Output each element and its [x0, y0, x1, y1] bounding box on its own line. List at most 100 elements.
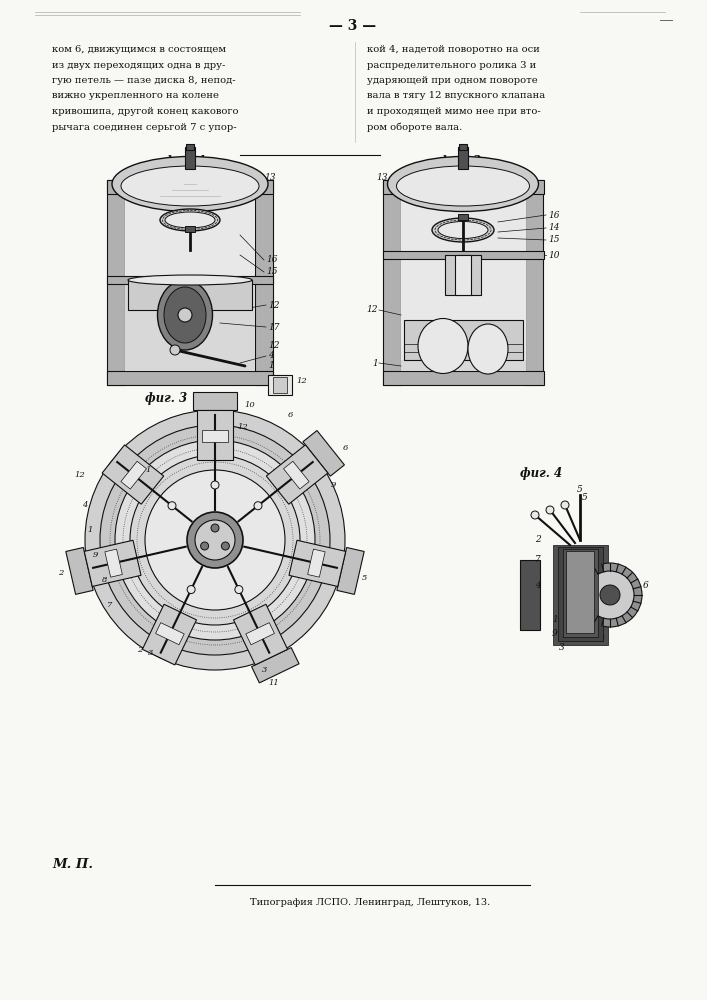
Text: 12: 12	[238, 423, 248, 431]
Text: 17: 17	[268, 322, 279, 332]
Polygon shape	[284, 461, 309, 489]
Bar	[553, 545, 608, 645]
Ellipse shape	[115, 440, 315, 640]
Bar	[383, 180, 544, 194]
Text: вижно укрепленного на колене: вижно укрепленного на колене	[52, 92, 219, 101]
Bar	[566, 551, 594, 633]
Circle shape	[187, 586, 195, 594]
Text: Типография ЛСПО. Ленинград, Лештуков, 13.: Типография ЛСПО. Ленинград, Лештуков, 13…	[250, 898, 490, 907]
Text: 8: 8	[599, 636, 605, 645]
Bar	[404, 320, 523, 360]
Polygon shape	[84, 540, 141, 586]
Text: фиг. 4: фиг. 4	[520, 467, 562, 480]
Polygon shape	[121, 461, 146, 489]
Bar	[125, 284, 255, 371]
Ellipse shape	[145, 470, 285, 610]
Bar	[255, 180, 273, 385]
Ellipse shape	[432, 218, 494, 242]
Bar	[401, 360, 526, 371]
Ellipse shape	[438, 222, 488, 238]
Text: 5: 5	[582, 492, 588, 502]
Circle shape	[187, 512, 243, 568]
Polygon shape	[246, 623, 274, 645]
Text: 12: 12	[366, 306, 378, 314]
Circle shape	[561, 501, 569, 509]
Text: 8: 8	[103, 576, 107, 584]
Bar	[128, 280, 252, 310]
Bar	[383, 371, 544, 385]
Text: рычага соединен серьгой 7 с упор-: рычага соединен серьгой 7 с упор-	[52, 122, 237, 131]
Text: вала в тягу 12 впускного клапана: вала в тягу 12 впускного клапана	[367, 92, 545, 101]
Bar	[107, 180, 125, 385]
Polygon shape	[102, 445, 164, 504]
Text: 11: 11	[269, 679, 279, 687]
Circle shape	[178, 308, 192, 322]
Text: ком 6, движущимся в состоящем: ком 6, движущимся в состоящем	[52, 45, 226, 54]
Text: 4: 4	[268, 352, 274, 360]
Text: 10: 10	[552, 615, 563, 624]
Text: 9: 9	[93, 551, 98, 559]
Text: фиг. 3: фиг. 3	[145, 392, 187, 405]
Ellipse shape	[121, 166, 259, 206]
Circle shape	[168, 502, 176, 510]
Polygon shape	[267, 445, 328, 504]
Bar	[458, 147, 468, 169]
Text: 9: 9	[552, 629, 558, 638]
Ellipse shape	[100, 425, 330, 655]
Polygon shape	[308, 549, 325, 577]
Text: 12: 12	[268, 300, 279, 310]
Bar	[520, 560, 540, 630]
Circle shape	[170, 345, 180, 355]
Polygon shape	[289, 540, 346, 586]
Text: 2: 2	[58, 569, 64, 577]
Text: 14: 14	[548, 224, 559, 232]
Text: 6: 6	[343, 444, 349, 452]
Text: 10: 10	[548, 250, 559, 259]
Text: 1: 1	[559, 602, 565, 611]
Bar	[563, 549, 598, 637]
Ellipse shape	[387, 156, 539, 212]
Text: фиг. 2: фиг. 2	[439, 155, 481, 168]
Text: 16: 16	[548, 211, 559, 220]
Text: 13: 13	[264, 172, 276, 182]
Polygon shape	[197, 410, 233, 460]
Text: и проходящей мимо нее при вто-: и проходящей мимо нее при вто-	[367, 107, 541, 116]
Polygon shape	[66, 547, 93, 594]
Ellipse shape	[165, 212, 215, 228]
Ellipse shape	[160, 209, 220, 231]
Polygon shape	[233, 604, 288, 665]
Circle shape	[578, 563, 642, 627]
Polygon shape	[202, 430, 228, 442]
Text: 6: 6	[643, 580, 649, 589]
Polygon shape	[252, 648, 299, 683]
Bar	[185, 147, 195, 169]
Text: 3: 3	[559, 643, 565, 652]
Text: распределительного ролика 3 и: распределительного ролика 3 и	[367, 60, 536, 70]
Text: кой 4, надетой поворотно на оси: кой 4, надетой поворотно на оси	[367, 45, 540, 54]
Polygon shape	[193, 392, 237, 410]
Circle shape	[201, 542, 209, 550]
Bar	[107, 371, 273, 385]
Bar	[273, 377, 287, 393]
Text: 13: 13	[377, 172, 388, 182]
Polygon shape	[156, 623, 185, 645]
Bar	[458, 214, 468, 220]
Bar	[459, 144, 467, 150]
Bar	[107, 276, 273, 284]
Bar	[438, 324, 488, 356]
Ellipse shape	[468, 324, 508, 374]
Bar	[445, 255, 481, 295]
Bar	[185, 226, 195, 232]
Ellipse shape	[112, 156, 268, 212]
Ellipse shape	[397, 166, 530, 206]
Text: М. П.: М. П.	[52, 858, 93, 871]
Bar	[186, 144, 194, 150]
Text: 10: 10	[245, 401, 255, 409]
Text: 2: 2	[137, 646, 143, 654]
Bar	[558, 547, 603, 641]
Ellipse shape	[128, 275, 252, 285]
Circle shape	[531, 511, 539, 519]
Bar	[525, 180, 543, 385]
Circle shape	[600, 585, 620, 605]
Bar	[401, 180, 526, 371]
